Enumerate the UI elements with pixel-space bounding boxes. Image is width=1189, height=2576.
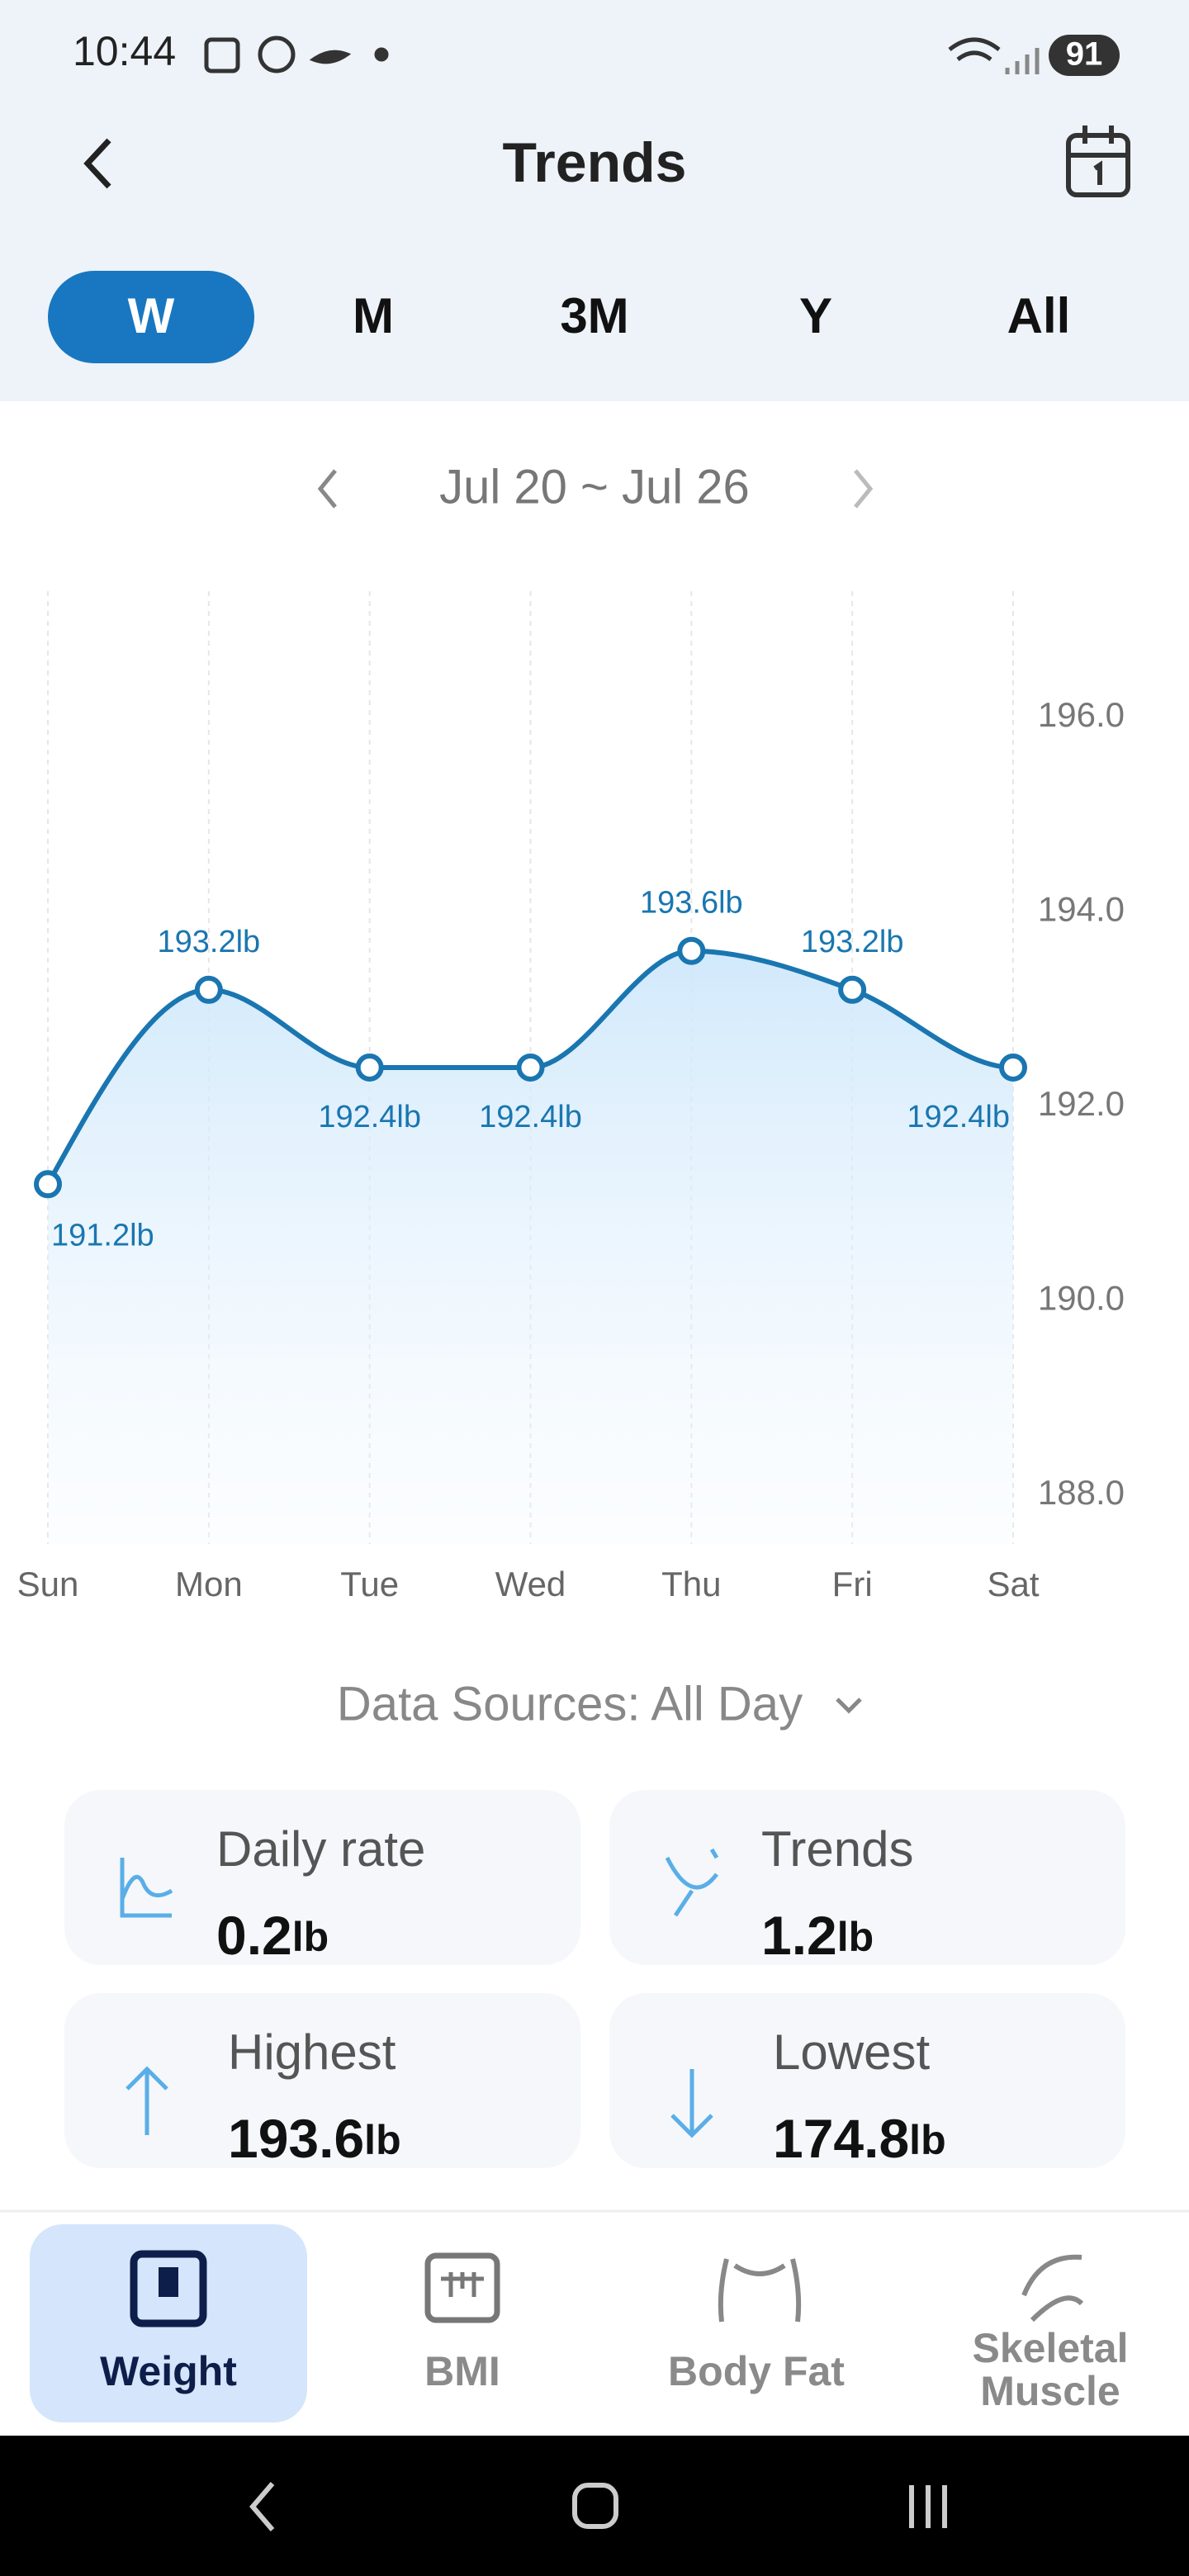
page-title: Trends bbox=[503, 131, 687, 194]
stat-value: 0.2 bbox=[216, 1905, 292, 1966]
data-point bbox=[999, 1054, 1027, 1082]
stat-label: Daily rate bbox=[216, 1821, 425, 1877]
data-point bbox=[838, 975, 867, 1004]
x-tick-label: Sat bbox=[987, 1565, 1039, 1603]
stat-label: Lowest bbox=[773, 2024, 930, 2080]
x-tick-label: Sun bbox=[17, 1565, 79, 1603]
stat-unit: lb bbox=[909, 2117, 945, 2163]
chart: 188.0 190.0 192.0 194.0 196.0 191.2lb 193.2lb 1… bbox=[17, 591, 1125, 1603]
x-tick-label: Mon bbox=[175, 1565, 243, 1603]
x-tick-label: Thu bbox=[661, 1565, 721, 1603]
stat-value: 1.2 bbox=[761, 1905, 837, 1966]
data-label: 193.2lb bbox=[801, 925, 904, 959]
tab[interactable]: All bbox=[1007, 288, 1071, 343]
data-label: 193.6lb bbox=[640, 886, 743, 921]
previous-week[interactable] bbox=[317, 469, 337, 509]
stat-card bbox=[609, 1790, 1125, 1965]
stat-value-text: 1.2lb bbox=[761, 1905, 874, 1966]
tab[interactable]: 3M bbox=[560, 288, 628, 343]
x-tick-label: Fri bbox=[832, 1565, 873, 1603]
status-time: 10:44 bbox=[73, 28, 176, 74]
y-tick-label: 192.0 bbox=[1038, 1084, 1125, 1123]
data-point bbox=[194, 975, 223, 1004]
stat-icon bbox=[670, 2069, 713, 2138]
line-area bbox=[48, 950, 1013, 1544]
y-tick-label: 188.0 bbox=[1038, 1473, 1125, 1512]
data-label: 193.2lb bbox=[157, 925, 260, 959]
y-tick-label: 196.0 bbox=[1038, 695, 1125, 734]
system-nav bbox=[0, 2436, 1189, 2576]
stat-unit: lb bbox=[837, 1914, 874, 1960]
x-tick-label: Wed bbox=[495, 1565, 566, 1603]
y-tick-label: 194.0 bbox=[1038, 890, 1125, 929]
stat-label: Trends bbox=[761, 1821, 914, 1877]
data-label: 192.4lb bbox=[479, 1100, 582, 1134]
stat-card bbox=[64, 1993, 580, 2168]
data-point bbox=[516, 1054, 545, 1082]
stat-value-text: 0.2lb bbox=[216, 1905, 329, 1966]
y-tick-label: 190.0 bbox=[1038, 1279, 1125, 1318]
date-range: Jul 20 ~ Jul 26 bbox=[439, 460, 750, 514]
next-week[interactable] bbox=[854, 469, 874, 509]
stat-unit: lb bbox=[292, 1914, 329, 1960]
stat-card bbox=[64, 1790, 580, 1965]
stat-icon bbox=[665, 1848, 719, 1917]
system-nav-buttons bbox=[249, 2482, 947, 2531]
data-point bbox=[355, 1054, 384, 1082]
stat-value-text: 193.6lb bbox=[228, 2108, 401, 2169]
calendar-button[interactable] bbox=[1066, 125, 1130, 197]
stat-icon bbox=[126, 2066, 168, 2135]
stat-card bbox=[609, 1993, 1125, 2168]
tab-active-background bbox=[48, 271, 254, 363]
data-sources-chevron[interactable] bbox=[836, 1698, 862, 1714]
nav-icons bbox=[130, 2250, 1084, 2327]
data-label: 192.4lb bbox=[907, 1100, 1010, 1134]
nav-item[interactable]: Body Fat bbox=[668, 2348, 845, 2394]
stat-value-text: 174.8lb bbox=[773, 2108, 946, 2169]
tab[interactable]: Y bbox=[799, 288, 832, 343]
stat-value: 193.6 bbox=[228, 2108, 364, 2169]
data-point bbox=[34, 1170, 62, 1199]
battery-level: 91 bbox=[1066, 36, 1103, 73]
tab[interactable]: W bbox=[128, 288, 175, 343]
nav-item[interactable]: Muscle bbox=[980, 2368, 1120, 2414]
battery bbox=[1049, 35, 1120, 76]
stat-unit: lb bbox=[364, 2117, 400, 2163]
data-label: 191.2lb bbox=[51, 1218, 154, 1252]
stats: Daily rate0.2lbTrends1.2lbHighest193.6lb… bbox=[64, 1790, 1125, 2169]
tabs: W M 3M Y All bbox=[48, 271, 1070, 363]
tab[interactable]: M bbox=[353, 288, 394, 343]
x-tick-label: Tue bbox=[340, 1565, 399, 1603]
status-icons bbox=[204, 36, 1040, 74]
stat-label: Highest bbox=[228, 2024, 396, 2080]
stat-value: 174.8 bbox=[773, 2108, 909, 2169]
nav-item[interactable]: Weight bbox=[100, 2348, 237, 2394]
data-label: 192.4lb bbox=[318, 1100, 421, 1134]
stat-icon bbox=[120, 1858, 173, 1918]
data-sources[interactable]: Data Sources: All Day bbox=[337, 1677, 803, 1731]
data-point bbox=[677, 936, 706, 965]
back-button[interactable] bbox=[83, 138, 111, 189]
nav-item[interactable]: BMI bbox=[424, 2348, 500, 2394]
nav-item[interactable]: Skeletal bbox=[972, 2325, 1128, 2371]
